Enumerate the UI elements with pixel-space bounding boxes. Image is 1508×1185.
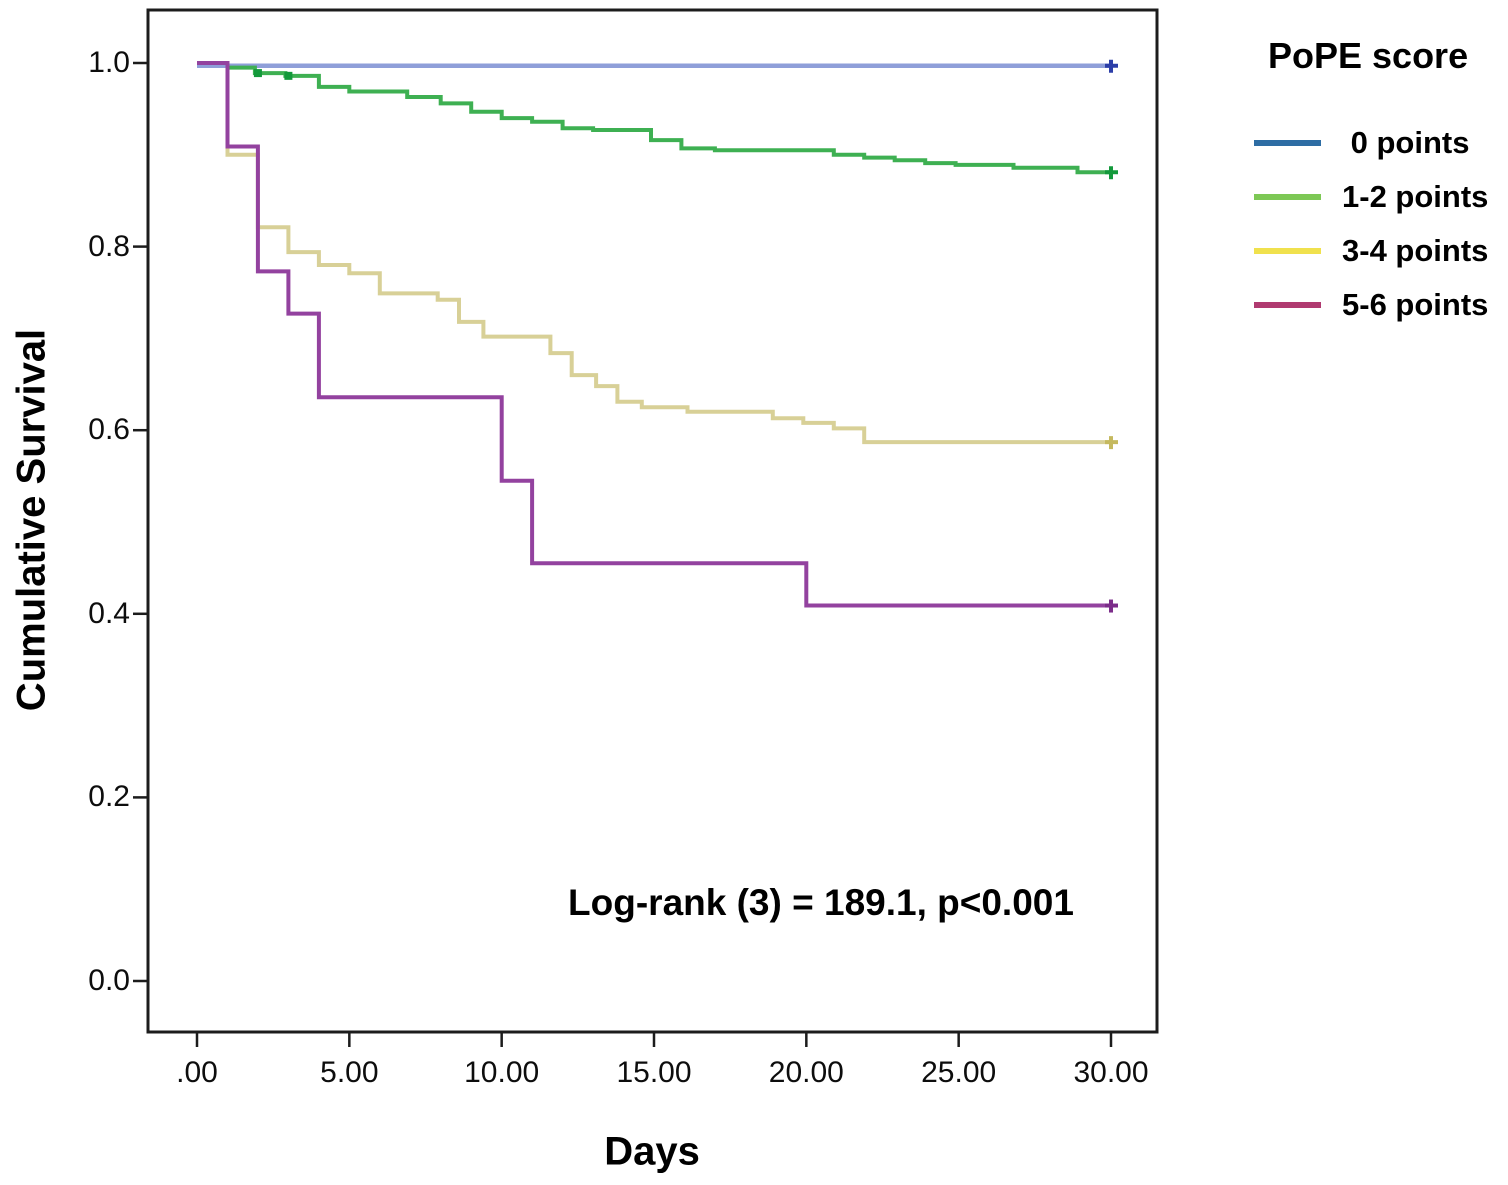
legend-items: 0 points 1-2 points 3-4 points 5-6 points — [1254, 125, 1506, 323]
legend-label: 3-4 points — [1342, 233, 1489, 269]
x-tick-label: 20.00 — [768, 1056, 844, 1089]
y-tick-label: 0.6 — [88, 413, 130, 447]
y-tick-label: 1.0 — [88, 46, 130, 79]
y-tick-label: 0.4 — [88, 596, 130, 630]
x-tick-label: 15.00 — [616, 1056, 692, 1089]
legend-item: 1-2 points — [1254, 179, 1506, 215]
censor-mark — [253, 69, 262, 78]
plot-frame — [146, 8, 1159, 1034]
legend-item: 5-6 points — [1254, 287, 1506, 323]
legend-swatch — [1254, 302, 1321, 309]
legend-label: 1-2 points — [1342, 179, 1489, 215]
censor-mark — [284, 71, 293, 80]
x-axis-title: Days — [604, 1129, 700, 1174]
legend-label: 0 points — [1342, 125, 1470, 161]
y-axis-title: Cumulative Survival — [9, 328, 54, 712]
legend-swatch — [1254, 194, 1321, 201]
logrank-annotation: Log-rank (3) = 189.1, p<0.001 — [568, 882, 1074, 923]
survival-curve-5-6-points — [197, 61, 1111, 608]
y-tick-label: 0.2 — [88, 780, 130, 814]
x-tick-label: .00 — [176, 1056, 218, 1089]
x-tick-label: 30.00 — [1073, 1056, 1149, 1089]
x-tick-label: 10.00 — [464, 1056, 540, 1089]
survival-curve-3-4-points — [197, 61, 1111, 445]
legend-label: 5-6 points — [1342, 287, 1489, 323]
y-tick-label: 0.0 — [88, 964, 130, 997]
y-tick-label: 0.8 — [88, 229, 130, 263]
x-tick-label: 5.00 — [320, 1056, 379, 1089]
legend-swatch — [1254, 248, 1321, 255]
legend-item: 0 points — [1254, 125, 1506, 161]
survival-curve-1-2-points — [197, 61, 1111, 175]
legend-swatch — [1254, 140, 1321, 147]
legend-title: PoPE score — [1268, 35, 1469, 76]
x-tick-label: 25.00 — [921, 1056, 997, 1089]
legend: PoPE score 0 points 1-2 points 3-4 points 5… — [1254, 34, 1506, 341]
legend-item: 3-4 points — [1254, 233, 1506, 269]
